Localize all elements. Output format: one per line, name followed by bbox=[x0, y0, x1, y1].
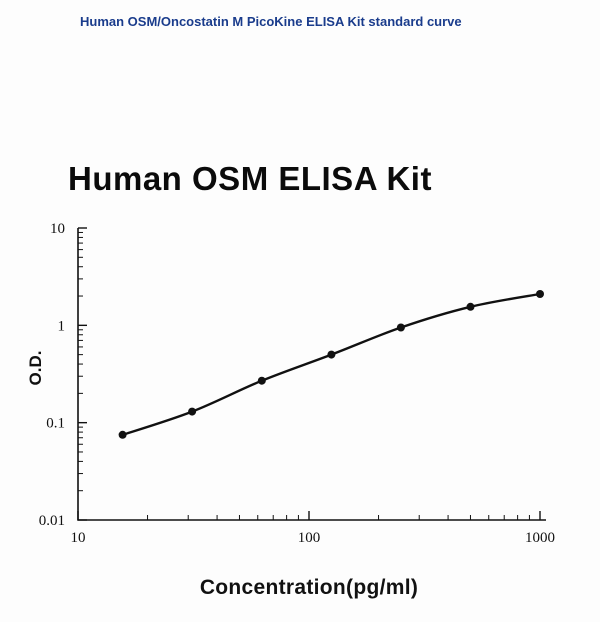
data-point bbox=[466, 302, 475, 311]
y-tick-label: 0.01 bbox=[39, 513, 65, 529]
x-tick-label: 100 bbox=[298, 530, 321, 546]
data-point bbox=[118, 430, 127, 439]
data-point bbox=[188, 407, 197, 416]
chart-title: Human OSM ELISA Kit bbox=[68, 160, 432, 197]
data-point bbox=[327, 350, 336, 359]
data-point bbox=[536, 290, 544, 298]
x-tick-label: 1000 bbox=[525, 530, 555, 546]
data-point bbox=[396, 323, 405, 332]
x-axis-label: Concentration(pg/ml) bbox=[199, 576, 419, 599]
y-tick-label: 0.1 bbox=[46, 416, 65, 432]
page-title-link[interactable]: Human OSM/Oncostatin M PicoKine ELISA Ki… bbox=[80, 14, 462, 29]
axis-lines bbox=[77, 228, 546, 521]
data-point bbox=[257, 376, 266, 385]
y-tick-label: 10 bbox=[50, 221, 65, 237]
y-tick-label: 1 bbox=[58, 318, 66, 334]
fit-curve bbox=[121, 292, 542, 436]
x-tick-label: 10 bbox=[71, 530, 86, 546]
